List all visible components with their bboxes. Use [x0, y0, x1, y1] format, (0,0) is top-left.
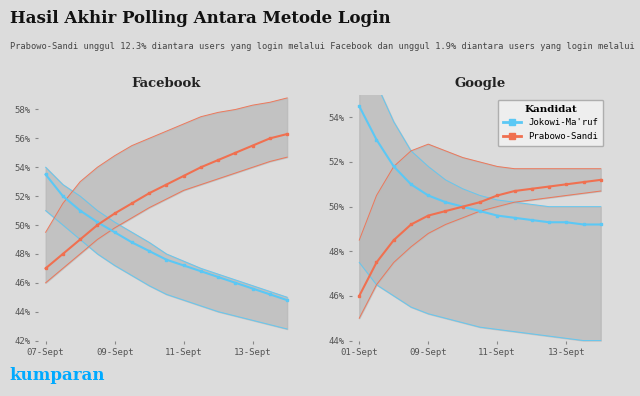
Title: Google: Google	[454, 77, 506, 90]
Text: Hasil Akhir Polling Antara Metode Login: Hasil Akhir Polling Antara Metode Login	[10, 10, 390, 27]
Text: Prabowo-Sandi unggul 12.3% diantara users yang login melalui Facebook dan unggul: Prabowo-Sandi unggul 12.3% diantara user…	[10, 42, 640, 51]
Title: Facebook: Facebook	[132, 77, 201, 90]
Text: kumparan: kumparan	[10, 367, 105, 384]
Legend: Jokowi-Ma'ruf, Prabowo-Sandi: Jokowi-Ma'ruf, Prabowo-Sandi	[497, 99, 604, 147]
